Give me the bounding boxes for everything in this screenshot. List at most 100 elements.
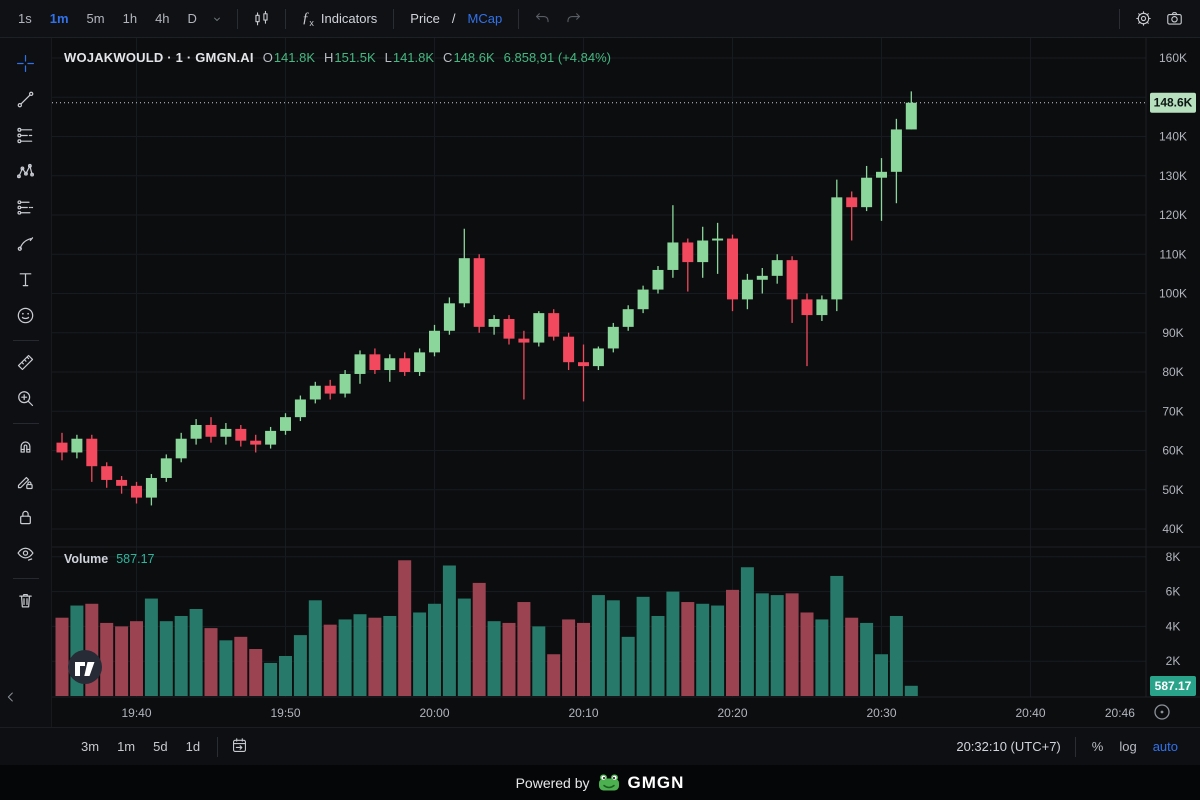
symbol-legend: WOJAKWOULD · 1 · GMGN.AI O141.8K H151.5K… <box>64 50 611 65</box>
candle-body <box>592 348 604 367</box>
xabcd-pattern-tool[interactable] <box>8 155 44 191</box>
volume-bar <box>115 626 129 696</box>
zoom-in-tool[interactable] <box>8 382 44 418</box>
lock-all-drawings-button[interactable] <box>8 501 44 537</box>
candle-body <box>56 442 68 453</box>
undo-button[interactable] <box>527 6 558 31</box>
price-tick-label: 130K <box>1159 169 1187 183</box>
candle-body <box>86 438 98 467</box>
timeframe-5m[interactable]: 5m <box>79 6 113 31</box>
toolbar-divider <box>1119 8 1120 29</box>
volume-bar <box>860 622 874 696</box>
candle-body <box>473 258 485 327</box>
volume-bar <box>279 655 292 696</box>
last-price-badge: 148.6K <box>1150 92 1196 113</box>
indicators-button[interactable]: ƒx Indicators <box>294 4 385 33</box>
time-tick-label: 19:50 <box>270 706 300 720</box>
volume-bar <box>845 617 859 696</box>
ohlc-open: O141.8K <box>262 50 316 65</box>
screenshot-button[interactable] <box>1159 6 1190 31</box>
measure-tool[interactable] <box>8 346 44 382</box>
volume-series <box>55 560 918 696</box>
price-tick-label: 40K <box>1162 522 1183 536</box>
range-1m[interactable]: 1m <box>108 735 144 758</box>
crosshair-icon <box>15 53 36 77</box>
sidebar-divider <box>12 423 39 424</box>
candle-body <box>190 424 202 439</box>
lock-icon <box>15 507 36 531</box>
chart-style-button[interactable] <box>246 6 277 31</box>
timeframe-D[interactable]: D <box>180 6 205 31</box>
auto-scale-button[interactable]: auto <box>1145 735 1186 758</box>
settings-button[interactable] <box>1128 6 1159 31</box>
candle-body <box>384 358 396 371</box>
timeframe-1h[interactable]: 1h <box>115 6 145 31</box>
candle-body <box>548 313 560 337</box>
candle-body <box>443 303 455 331</box>
magnet-mode-button[interactable] <box>8 429 44 465</box>
candle-body <box>116 479 128 486</box>
powered-by-footer[interactable]: Powered by GMGN <box>0 765 1200 800</box>
price-tick-label: 110K <box>1159 247 1186 261</box>
volume-bar <box>55 617 69 696</box>
collapse-sidebar-button[interactable] <box>3 689 21 707</box>
range-3m[interactable]: 3m <box>72 735 108 758</box>
time-tick-label: 20:20 <box>717 706 747 720</box>
timeframe-1m[interactable]: 1m <box>42 6 77 31</box>
candle-body <box>309 385 321 400</box>
volume-bar <box>353 614 367 696</box>
change-values: 6.858,91 (+4.84%) <box>503 50 611 65</box>
fib-retracement-tool[interactable] <box>8 119 44 155</box>
candles-icon <box>252 9 271 28</box>
topbar-right <box>1111 6 1190 31</box>
candle-body <box>458 258 470 304</box>
timeframe-1s[interactable]: 1s <box>10 6 40 31</box>
indicators-label: Indicators <box>320 11 378 26</box>
clock-timezone[interactable]: 20:32:10 (UTC+7) <box>956 739 1061 754</box>
candle-body <box>876 171 887 178</box>
candle-body <box>667 242 679 270</box>
timeframe-4h[interactable]: 4h <box>147 6 177 31</box>
redo-button[interactable] <box>558 6 589 31</box>
range-5d[interactable]: 5d <box>144 735 176 758</box>
undo-icon <box>533 9 552 28</box>
svg-text:148.6K: 148.6K <box>1154 96 1193 110</box>
price-axis[interactable]: 160K150K140K130K120K110K100K90K80K70K60K… <box>1159 51 1187 668</box>
time-axis[interactable]: 19:40 19:50 20:00 20:10 20:20 20:30 20:40 20:46 <box>121 706 1135 720</box>
candle-body <box>563 336 575 363</box>
volume-bar <box>636 596 650 696</box>
volume-bar <box>621 636 635 696</box>
chart-canvas[interactable]: 160K150K140K130K120K110K100K90K80K70K60K… <box>52 38 1200 727</box>
text-tool[interactable] <box>8 263 44 299</box>
ruler-icon <box>15 352 36 376</box>
axis-settings-icon[interactable] <box>1154 704 1170 720</box>
brush-tool[interactable] <box>8 227 44 263</box>
volume-bar <box>368 617 382 696</box>
price-mcap-toggle[interactable]: Price / MCap <box>402 6 510 31</box>
log-scale-button[interactable]: log <box>1111 735 1144 758</box>
range-1d[interactable]: 1d <box>177 735 209 758</box>
stay-in-drawing-mode-button[interactable] <box>8 465 44 501</box>
timeframe-menu-button[interactable] <box>205 10 229 28</box>
volume-bar <box>130 621 143 696</box>
hide-all-drawings-button[interactable] <box>8 537 44 573</box>
sidebar-divider <box>12 578 39 579</box>
volume-bar <box>562 619 576 696</box>
trend-line-tool[interactable] <box>8 83 44 119</box>
last-volume-badge: 587.17 <box>1150 676 1196 696</box>
candle-body <box>205 424 217 437</box>
emoji-tool[interactable] <box>8 299 44 335</box>
remove-objects-button[interactable] <box>8 584 44 620</box>
candle-body <box>235 428 247 441</box>
go-to-date-button[interactable] <box>226 734 253 760</box>
tradingview-logo[interactable] <box>67 649 103 685</box>
crosshair-tool[interactable] <box>8 47 44 83</box>
candle-body <box>175 438 187 459</box>
volume-tick-label: 6K <box>1166 585 1181 599</box>
volume-bar <box>547 654 561 696</box>
axis-options-group: 20:32:10 (UTC+7) % log auto <box>950 735 1186 758</box>
forecast-tool[interactable] <box>8 191 44 227</box>
percent-scale-button[interactable]: % <box>1084 735 1112 758</box>
trend-line-icon <box>15 89 36 113</box>
mcap-option: MCap <box>467 11 503 26</box>
